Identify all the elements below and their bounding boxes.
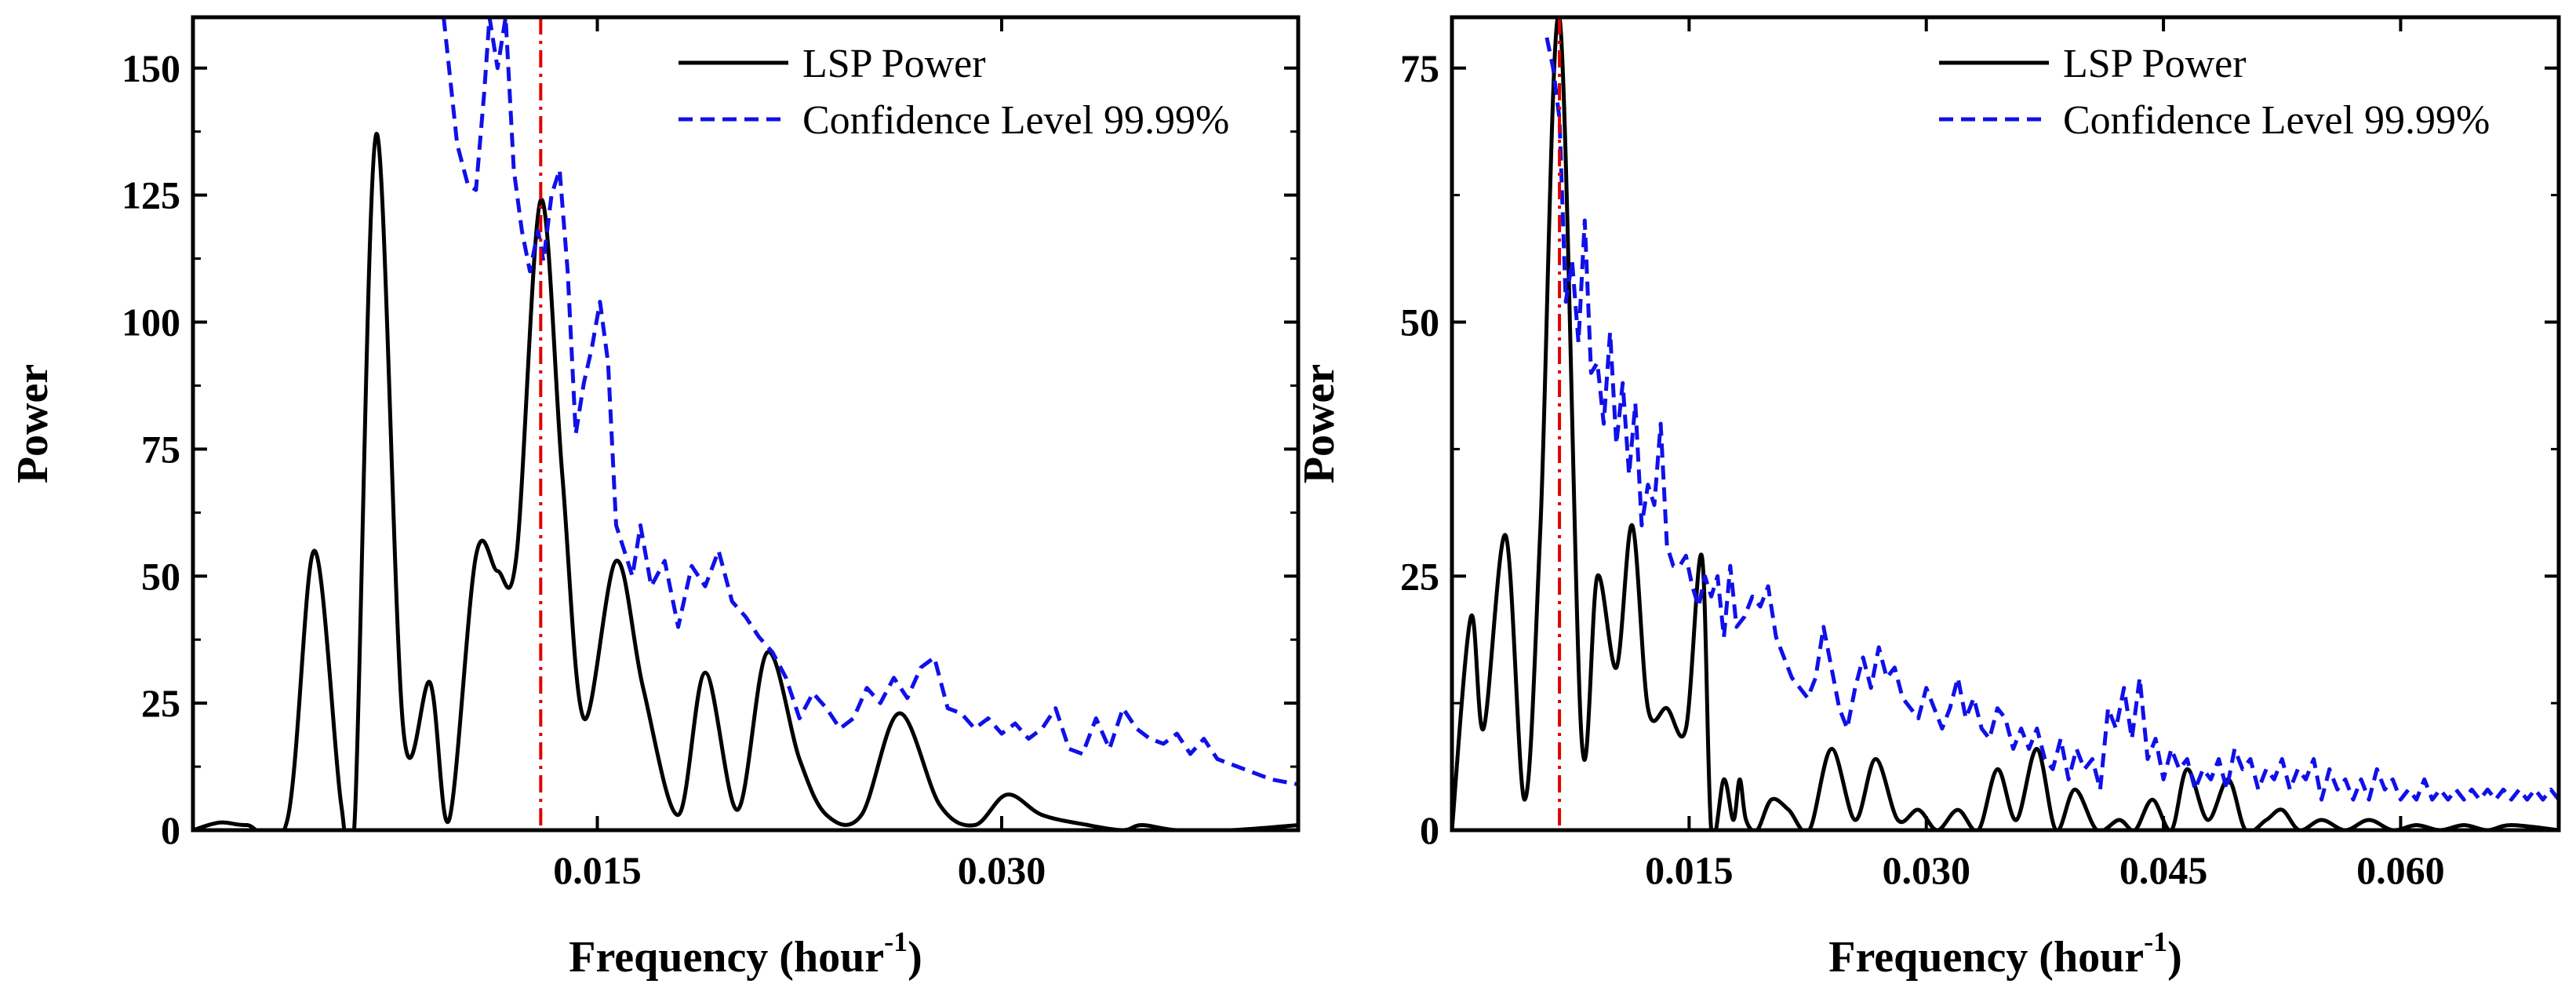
y-tick-label: 25 <box>141 681 180 725</box>
chart-panel-right: 0 25 50 75 0.015 0.030 0.045 0.060 Power Frequenc… <box>1295 15 2561 982</box>
y-tick-label: 0 <box>161 808 180 852</box>
x-tick-label: 0.015 <box>553 848 642 892</box>
plot-frame <box>1450 15 2561 833</box>
plot-area <box>193 17 1298 830</box>
confidence-level-line <box>1545 37 2559 802</box>
y-tick-label: 25 <box>1400 554 1439 598</box>
y-tick-label: 125 <box>122 173 180 217</box>
x-tick-label: 0.030 <box>958 848 1046 892</box>
legend: LSP Power Confidence Level 99.99% <box>1939 42 2490 143</box>
confidence-level-line <box>442 17 1298 787</box>
plot-frame <box>191 15 1301 833</box>
y-tick-label: 100 <box>122 301 180 344</box>
legend-label-confidence: Confidence Level 99.99% <box>2063 98 2490 143</box>
lsp-power-line <box>193 132 1298 830</box>
y-tick-label: 50 <box>141 554 180 598</box>
legend: LSP Power Confidence Level 99.99% <box>679 42 1229 143</box>
x-tick-label: 0.060 <box>2356 848 2445 892</box>
x-tick-label: 0.030 <box>1882 848 1970 892</box>
legend-label-confidence: Confidence Level 99.99% <box>802 98 1229 143</box>
x-axis-title: Frequency (hour-1) <box>1828 926 2182 982</box>
y-tick-label: 0 <box>1420 808 1439 852</box>
chart-panel-left: 0 25 50 75 100 125 150 0.015 0.030 Power Frequency… <box>9 15 1301 982</box>
legend-label-lsp-power: LSP Power <box>802 42 986 86</box>
y-axis-title: Power <box>9 364 57 483</box>
y-tick-label: 50 <box>1400 301 1439 344</box>
y-tick-label: 75 <box>1400 46 1439 90</box>
legend-label-lsp-power: LSP Power <box>2063 42 2247 86</box>
x-axis-title: Frequency (hour-1) <box>569 926 922 982</box>
x-tick-label: 0.045 <box>2119 848 2208 892</box>
x-tick-label: 0.015 <box>1645 848 1734 892</box>
y-axis-title: Power <box>1295 364 1344 483</box>
y-tick-label: 75 <box>141 427 180 471</box>
y-tick-label: 150 <box>122 46 180 90</box>
